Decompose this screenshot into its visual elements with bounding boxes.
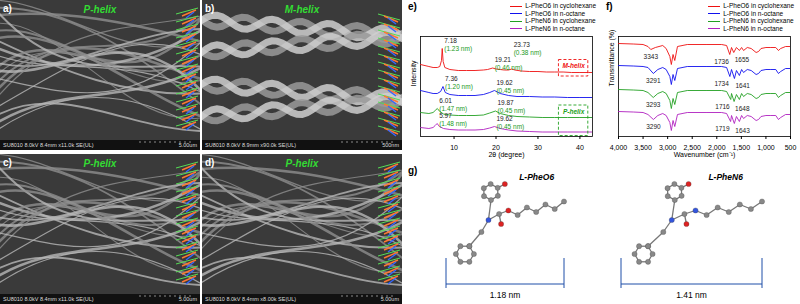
svg-text:(1.23 nm): (1.23 nm) [444, 45, 472, 53]
svg-text:3,000: 3,000 [658, 144, 677, 152]
svg-text:23.73: 23.73 [514, 41, 531, 48]
svg-text:500: 500 [785, 144, 797, 151]
html-text:L-PheN6 in cyclohexane: L-PheN6 in cyclohexane [525, 17, 596, 24]
html-text:L-PheO6 in n-octane: L-PheO6 in n-octane [723, 9, 784, 17]
svg-text:2,000: 2,000 [708, 144, 726, 152]
svg-text:L-PheO6: L-PheO6 [519, 172, 554, 182]
svg-text:(1.20 nm): (1.20 nm) [445, 83, 473, 91]
svg-text:P-helix: P-helix [84, 4, 117, 15]
svg-text:(0.45 nm): (0.45 nm) [497, 107, 526, 115]
svg-text:M-helix: M-helix [285, 4, 320, 15]
svg-text:10: 10 [450, 144, 458, 151]
svg-text:500nm: 500nm [382, 142, 399, 148]
svg-text:2,500: 2,500 [683, 144, 701, 152]
svg-text:SU8010 8.0kV 8.9mm x90.0k SE(U: SU8010 8.0kV 8.9mm x90.0k SE(UL) [205, 142, 296, 148]
svg-text:19.62: 19.62 [496, 115, 513, 122]
svg-text:3,500: 3,500 [634, 144, 652, 151]
svg-text:1648: 1648 [735, 105, 750, 112]
svg-text:1655: 1655 [735, 56, 750, 63]
svg-text:3293: 3293 [646, 101, 661, 108]
html-text:L-PheO6 in cyclohexane: L-PheO6 in cyclohexane [723, 2, 794, 9]
svg-text:6.01: 6.01 [439, 97, 452, 104]
html-text:f): f) [606, 1, 613, 12]
svg-text:1,000: 1,000 [757, 144, 775, 151]
svg-text:c): c) [3, 157, 12, 168]
svg-text:1736: 1736 [714, 58, 729, 65]
svg-text:3291: 3291 [646, 77, 661, 84]
svg-text:(0.45 nm): (0.45 nm) [496, 123, 524, 131]
svg-text:(0.45 nm): (0.45 nm) [496, 87, 524, 95]
svg-text:b): b) [205, 3, 214, 14]
svg-text:7.18: 7.18 [444, 37, 457, 44]
svg-text:3290: 3290 [646, 123, 661, 130]
svg-text:(0.38 nm): (0.38 nm) [514, 49, 542, 57]
html-text:L-PheO6 in cyclohexane: L-PheO6 in cyclohexane [525, 2, 596, 9]
svg-text:5.97: 5.97 [439, 112, 452, 119]
svg-text:P-helix: P-helix [84, 158, 117, 169]
svg-text:5.00um: 5.00um [179, 296, 198, 302]
svg-text:40: 40 [576, 144, 584, 151]
svg-text:Intensity: Intensity [410, 60, 418, 87]
svg-text:(0.46 nm): (0.46 nm) [495, 64, 523, 72]
svg-text:SU8010 8.0kV 8.4mm x8.00k SE(U: SU8010 8.0kV 8.4mm x8.00k SE(UL) [205, 296, 296, 302]
svg-text:19.87: 19.87 [497, 99, 514, 106]
html-text:L-PheN6 in cyclohexane: L-PheN6 in cyclohexane [723, 17, 794, 24]
svg-text:19.21: 19.21 [495, 56, 512, 63]
svg-text:3343: 3343 [644, 53, 659, 60]
html-text:L-PheO6 in n-octane: L-PheO6 in n-octane [525, 9, 586, 17]
svg-text:P-helix: P-helix [563, 108, 585, 115]
svg-text:1719: 1719 [715, 125, 730, 132]
svg-text:1643: 1643 [735, 127, 750, 134]
svg-text:(1.48 nm): (1.48 nm) [439, 120, 467, 128]
svg-text:1641: 1641 [735, 82, 750, 89]
svg-text:5.00um: 5.00um [381, 296, 400, 302]
svg-text:P-helix: P-helix [286, 158, 319, 169]
svg-text:1716: 1716 [715, 103, 730, 110]
svg-text:5.00um: 5.00um [179, 142, 198, 148]
svg-text:1.18 nm: 1.18 nm [490, 290, 521, 300]
svg-text:a): a) [3, 3, 12, 14]
svg-text:30: 30 [534, 144, 542, 151]
svg-text:4,000: 4,000 [610, 144, 628, 151]
html-text:L-PheN6 in n-octane: L-PheN6 in n-octane [723, 24, 783, 32]
svg-text:SU8010 8.0kV 8.4mm x11.0k SE(U: SU8010 8.0kV 8.4mm x11.0k SE(UL) [3, 142, 94, 148]
svg-text:1734: 1734 [714, 80, 729, 87]
svg-text:20: 20 [492, 144, 500, 152]
svg-text:M-helix: M-helix [562, 62, 585, 69]
svg-text:19.62: 19.62 [496, 79, 513, 86]
svg-text:d): d) [205, 157, 214, 168]
html-text:e): e) [408, 1, 417, 12]
svg-text:Transmittance (%): Transmittance (%) [608, 30, 616, 87]
svg-text:2θ (degree): 2θ (degree) [488, 151, 524, 159]
svg-text:L-PheN6: L-PheN6 [708, 172, 743, 182]
html-text:L-PheN6 in n-octane: L-PheN6 in n-octane [525, 24, 585, 32]
svg-text:7.36: 7.36 [445, 75, 458, 82]
svg-text:Wavenumber (cm⁻¹): Wavenumber (cm⁻¹) [674, 151, 736, 159]
svg-text:g): g) [408, 165, 417, 176]
svg-text:SU8010 8.0kV 8.4mm x11.0k SE(U: SU8010 8.0kV 8.4mm x11.0k SE(UL) [3, 296, 94, 302]
svg-text:1.41 nm: 1.41 nm [676, 290, 707, 300]
svg-text:(1.47 nm): (1.47 nm) [439, 104, 468, 112]
svg-text:1,500: 1,500 [732, 144, 751, 152]
